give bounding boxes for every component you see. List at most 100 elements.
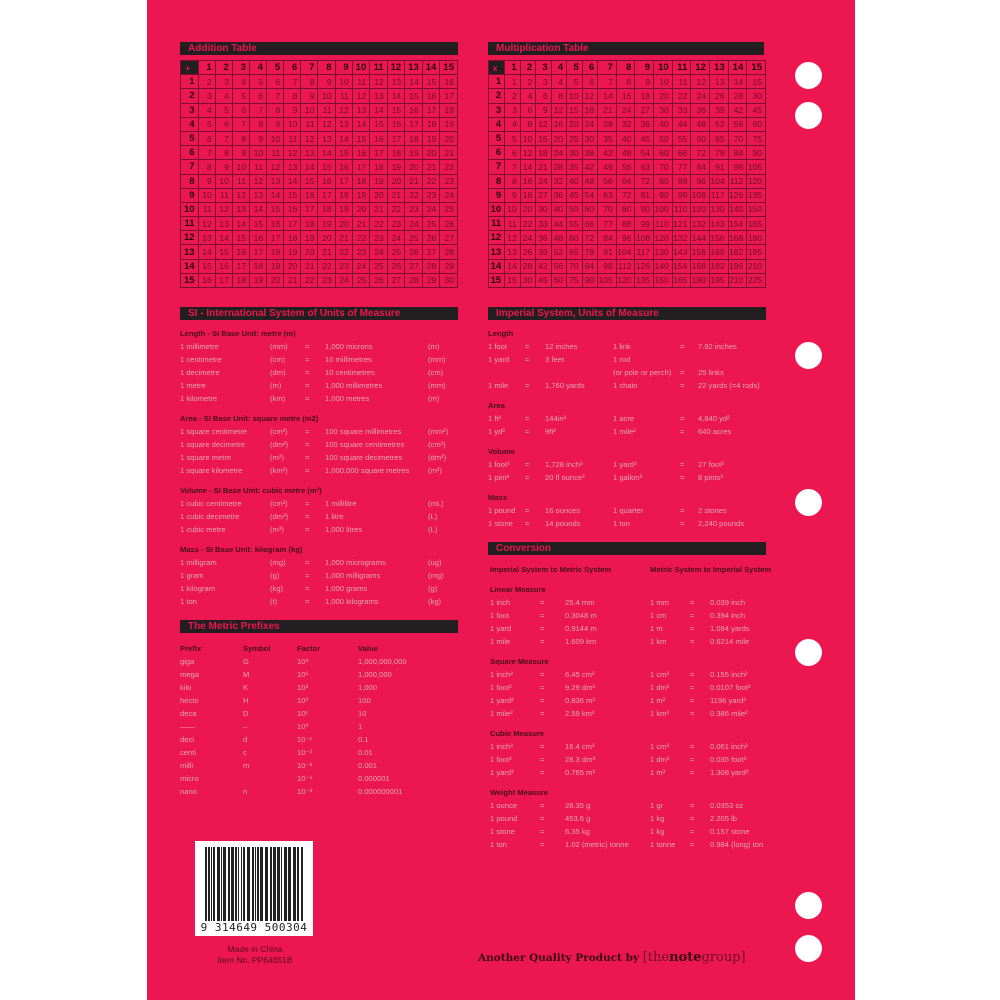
row-header: 2: [180, 88, 199, 104]
unit-cell: 1.609 km: [565, 637, 597, 646]
table-cell: 20: [351, 201, 371, 218]
origin-info: Made in China Item No. PP64651B: [190, 944, 320, 966]
column-header: 14: [421, 59, 441, 76]
table-cell: 23: [421, 187, 441, 203]
table-cell: 23: [386, 216, 406, 232]
table-cell: 27: [404, 258, 423, 274]
table-cell: 10: [504, 201, 521, 218]
prefix-cell: K: [243, 683, 249, 692]
table-cell: 11: [351, 74, 371, 90]
row-header: 2: [487, 88, 506, 104]
table-row: 8 9 10 11 12 13 14 15 16 17 18 19 20 21 22 23: [180, 173, 458, 189]
table-row: 3 3 6 9 12 15 18 21 24 27 30 33 36 39 42 45: [487, 102, 766, 118]
table-cell: 52: [708, 116, 729, 132]
prefix-row: kilo K 10³ 1,000: [180, 681, 460, 694]
unit-cell: 0.9144 m: [565, 624, 597, 633]
unit-cell: 6.35 kg: [565, 827, 590, 836]
prefix-row: milli m 10⁻³ 0.001: [180, 759, 460, 772]
unit-cell: 1 inch²: [490, 670, 513, 679]
barcode-bars: [205, 847, 303, 921]
table-cell: 44: [671, 116, 692, 132]
table-cell: 13: [300, 145, 319, 161]
unit-cell: 100 square centimetres: [325, 440, 405, 449]
table-cell: 10: [214, 173, 233, 189]
table-cell: 100: [653, 201, 673, 218]
unit-cell: 1 foot³: [490, 755, 512, 764]
table-row: 5 5 10 15 20 25 30 35 40 45 50 55 60 65 70 75: [487, 130, 766, 147]
unit-cell: 1 rod: [613, 355, 631, 364]
table-cell: 45: [566, 187, 583, 203]
table-cell: 72: [581, 230, 599, 246]
table-cell: 26: [439, 216, 458, 232]
table-cell: 21: [300, 258, 319, 274]
unit-cell: =: [690, 624, 695, 633]
table-cell: 24: [334, 272, 353, 289]
table-cell: 143: [671, 244, 692, 260]
prefix-cell: 0.01: [358, 748, 373, 757]
table-row: 9 10 11 12 13 14 15 16 17 18 19 20 21 22 23 24: [180, 187, 458, 203]
unit-cell: =: [305, 597, 310, 606]
table-cell: 84: [727, 145, 748, 161]
table-cell: 19: [334, 201, 353, 218]
unit-cell: =: [525, 473, 530, 482]
binder-hole: [795, 892, 822, 919]
unit-row: 1 inch² = 6.45 cm² 1 cm² = 0.155 inch²: [490, 668, 775, 681]
column-header: 11: [671, 59, 692, 76]
table-cell: 15: [334, 145, 353, 161]
column-header: 7: [300, 59, 319, 76]
table-row: 12 13 14 15 16 17 18 19 20 21 22 23 24 25 26 27: [180, 230, 458, 246]
table-cell: 23: [404, 201, 423, 218]
table-cell: 26: [404, 244, 423, 260]
table-cell: 30: [535, 201, 552, 218]
prefix-cell: 0.000001: [358, 774, 390, 783]
unit-row: 1 foot = 0.3048 m 1 cm = 0.394 inch: [490, 609, 775, 622]
prefix-cell: deci: [180, 735, 194, 744]
table-cell: 12: [197, 216, 216, 232]
unit-cell: 1 ton: [490, 840, 507, 849]
column-header: 13: [708, 59, 729, 76]
table-cell: 12: [334, 102, 353, 118]
table-cell: 72: [690, 145, 710, 161]
table-row: 7 7 14 21 28 35 42 49 56 63 70 77 84 91 98 105: [487, 159, 766, 175]
prefix-row: deci d 10⁻¹ 0.1: [180, 733, 460, 746]
binder-hole: [795, 489, 822, 516]
table-cell: 90: [653, 187, 673, 203]
table-cell: 14: [214, 230, 233, 246]
row-header: 10: [180, 201, 199, 218]
prefix-row: —— – 10⁰ 1: [180, 720, 460, 733]
unit-cell: (m³): [270, 525, 284, 534]
row-header: 6: [180, 145, 199, 161]
unit-cell: 0.3048 m: [565, 611, 597, 620]
table-cell: 40: [550, 201, 568, 218]
table-cell: 14: [197, 244, 216, 260]
column-header: Factor: [297, 644, 321, 653]
table-cell: 12: [283, 145, 302, 161]
unit-row: 1 pound = 16 ounces 1 quarter = 2 stones: [488, 504, 773, 517]
barcode-bar: [217, 847, 220, 921]
si-section-title: SI - International System of Units of Me…: [180, 307, 458, 320]
unit-row: 1 foot³ = 1,728 inch³ 1 yard³ = 27 foot³: [488, 458, 773, 471]
unit-cell: =: [540, 598, 545, 607]
table-cell: 22: [300, 272, 319, 289]
table-cell: 6: [197, 130, 216, 147]
table-cell: 140: [653, 258, 673, 274]
unit-cell: 25 links: [698, 368, 724, 377]
unit-cell: (dm²): [428, 453, 447, 462]
table-cell: 18: [404, 130, 423, 147]
table-row: 4 5 6 7 8 9 10 11 12 13 14 15 16 17 18 19: [180, 116, 458, 132]
table-cell: 19: [283, 244, 302, 260]
table-cell: 19: [404, 145, 423, 161]
table-cell: 6: [535, 88, 552, 104]
table-cell: 60: [746, 116, 766, 132]
row-header: 15: [180, 272, 199, 289]
table-cell: 9: [634, 74, 655, 90]
unit-cell: 1 square centimetre: [180, 427, 248, 436]
barcode-bar: [288, 847, 291, 921]
unit-cell: 1 decimetre: [180, 368, 220, 377]
unit-cell: 1 foot²: [490, 683, 512, 692]
table-cell: 110: [671, 201, 692, 218]
table-cell: 150: [746, 201, 766, 218]
unit-row: 1 ounce = 28.35 g 1 gr = 0.0353 oz: [490, 799, 775, 812]
unit-cell: 0.984 (long) ton: [710, 840, 764, 849]
barcode-bar: [247, 847, 250, 921]
